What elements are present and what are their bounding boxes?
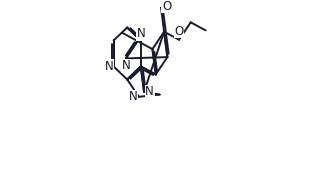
Text: N: N (137, 28, 145, 40)
Text: N: N (121, 59, 130, 72)
Text: N: N (129, 90, 138, 103)
Text: O: O (162, 0, 171, 13)
Text: N: N (105, 60, 113, 73)
Text: O: O (174, 25, 184, 38)
Text: N: N (145, 85, 154, 98)
